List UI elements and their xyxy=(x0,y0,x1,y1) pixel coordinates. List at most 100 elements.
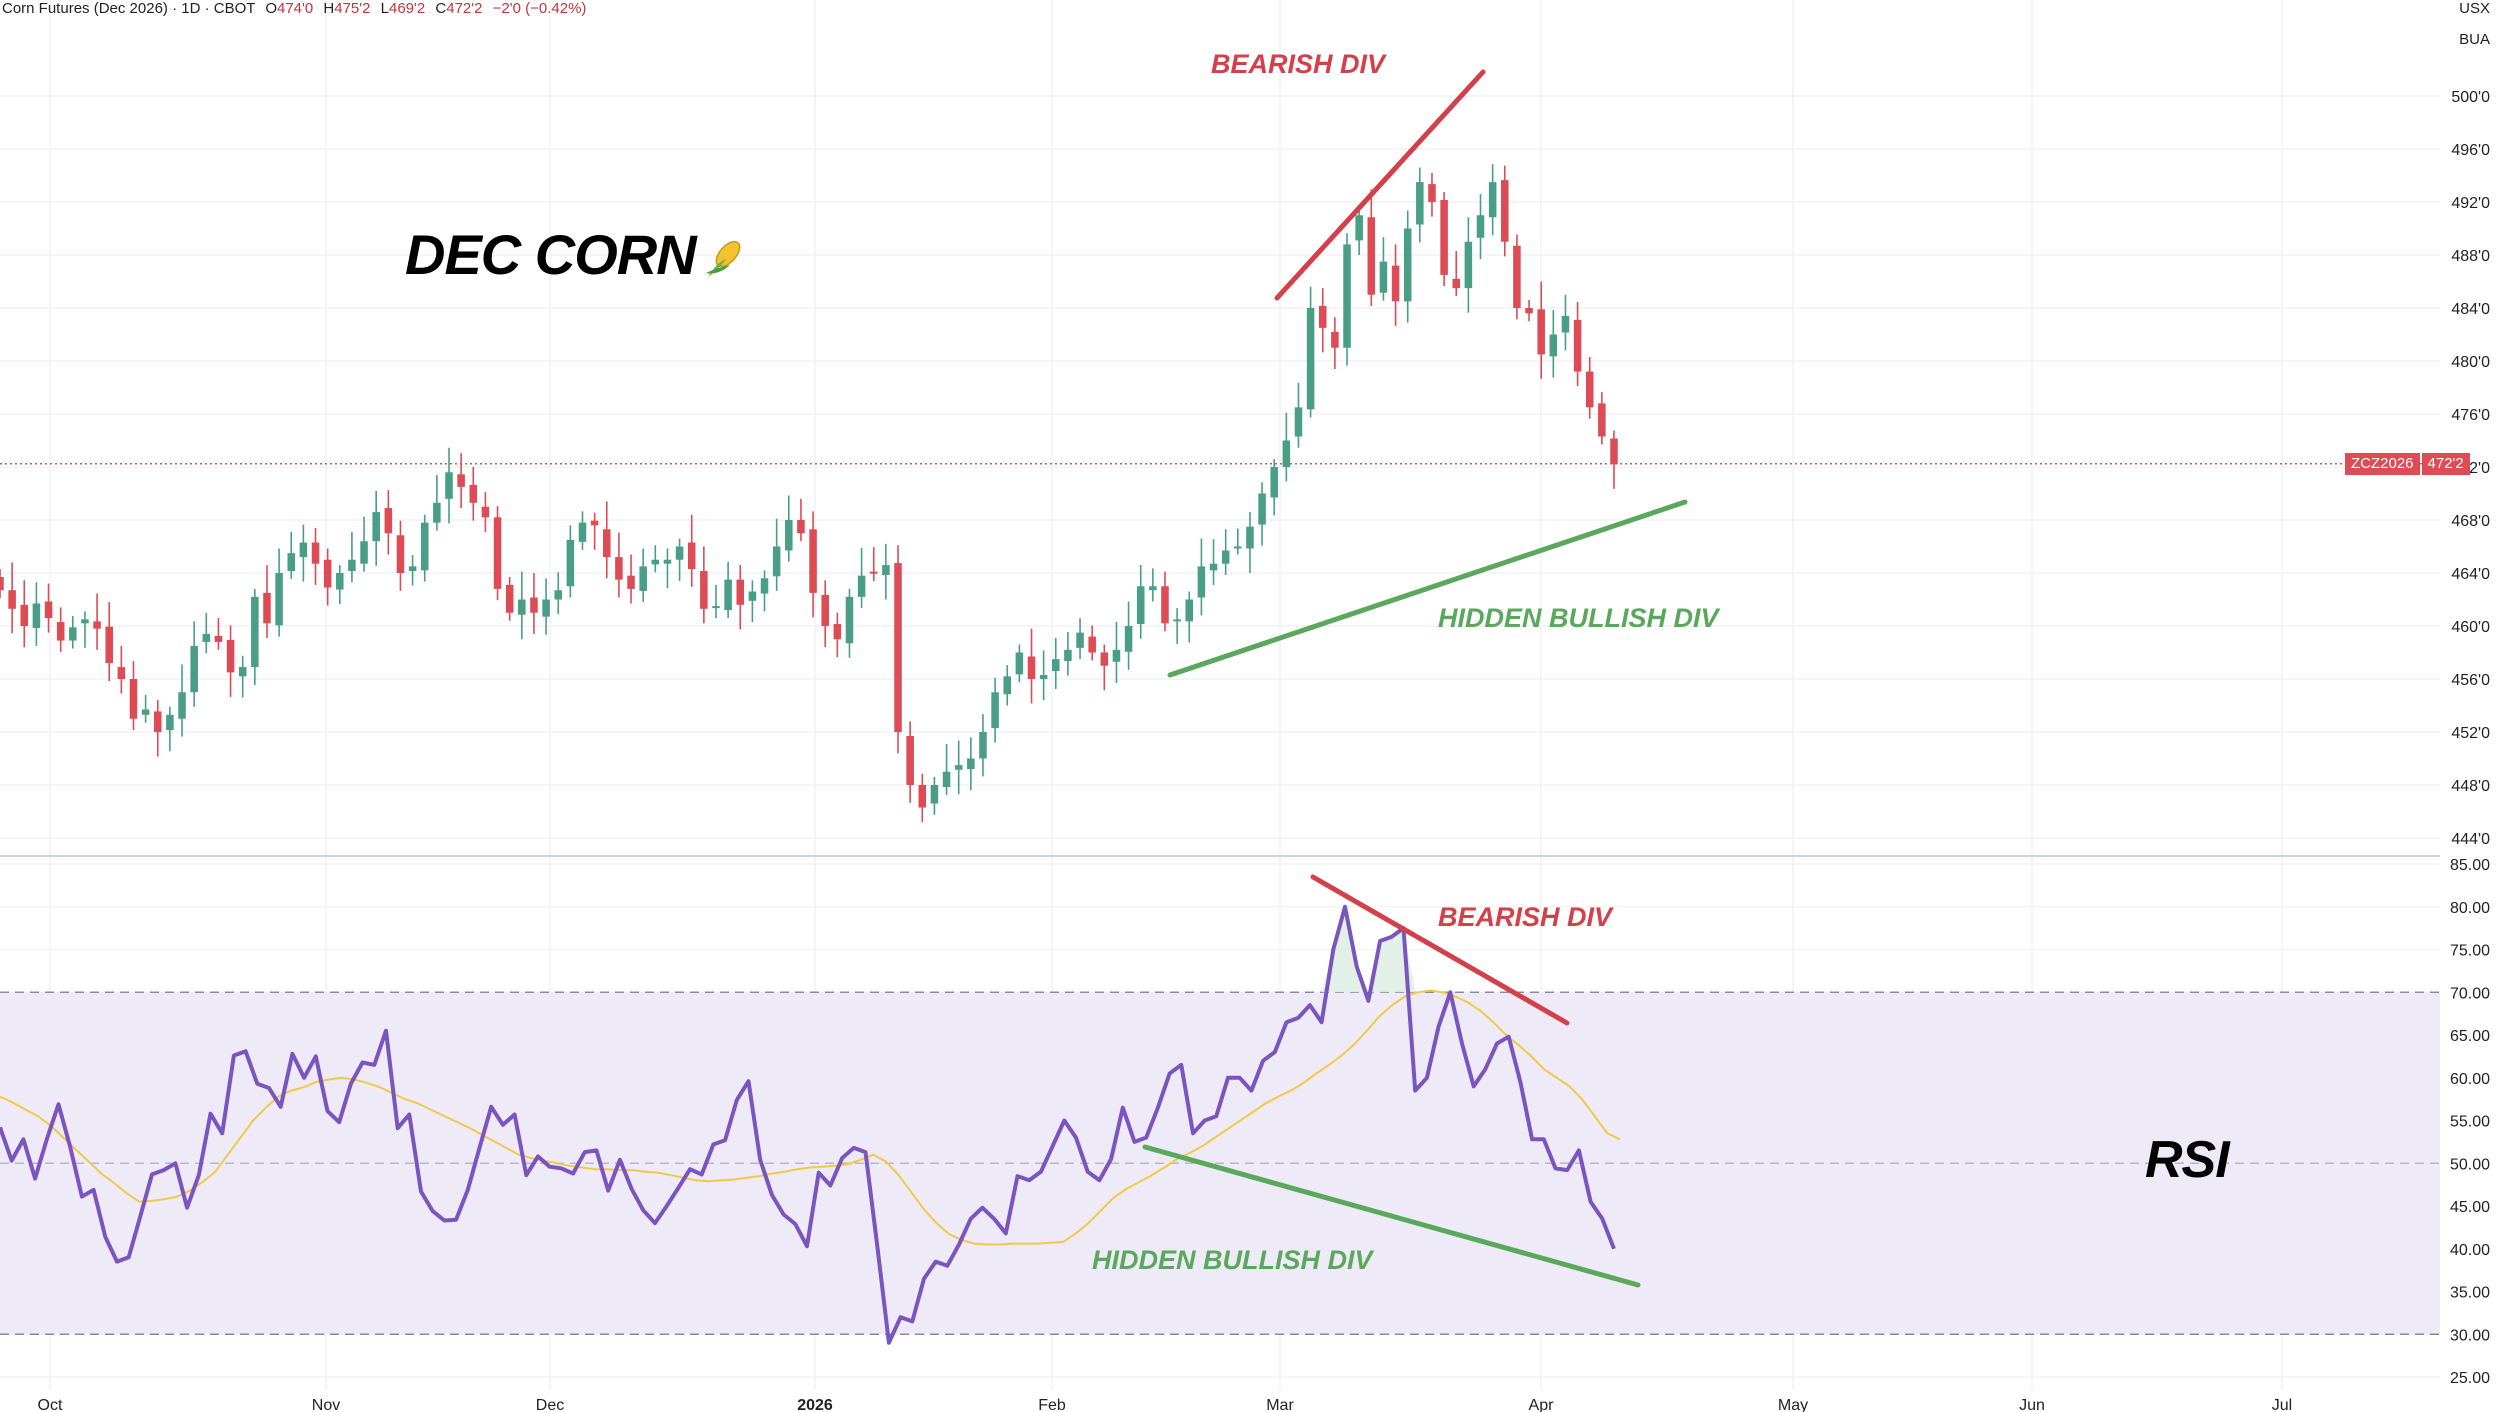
candle-body xyxy=(323,559,332,588)
rsi-tick-label: 65.00 xyxy=(2450,1028,2490,1045)
candle-body xyxy=(700,571,708,609)
candle-body xyxy=(56,622,65,641)
price-bearish-div-label: BEARISH DIV xyxy=(1211,49,1386,79)
candle-body xyxy=(69,627,77,641)
rsi-tick-label: 50.00 xyxy=(2450,1156,2490,1173)
candle-body xyxy=(1306,308,1315,410)
candle-body xyxy=(1015,652,1024,675)
candle-body xyxy=(493,517,502,589)
candle-body xyxy=(505,584,514,613)
rsi-tick-label: 75.00 xyxy=(2450,943,2490,960)
candle-body xyxy=(81,619,89,624)
candle-body xyxy=(1488,182,1497,218)
rsi-line xyxy=(0,904,1616,1345)
candle-body xyxy=(821,594,829,626)
time-tick-label: Apr xyxy=(1529,1397,1555,1412)
rsi-tick-label: 30.00 xyxy=(2450,1327,2490,1344)
rsi-bearish-div-label: BEARISH DIV xyxy=(1438,902,1613,932)
candle-body xyxy=(1246,526,1254,549)
candle-body xyxy=(1064,649,1072,662)
candle-body xyxy=(408,566,417,572)
price-tick-label: 492'0 xyxy=(2451,195,2490,212)
candle-body xyxy=(845,596,854,644)
price-tick-label: 464'0 xyxy=(2451,566,2490,583)
candle-body xyxy=(882,565,890,575)
candle-body xyxy=(1039,675,1048,679)
candle-body xyxy=(32,603,41,628)
candle-body xyxy=(348,559,356,572)
candle-body xyxy=(1076,632,1084,648)
candle-body xyxy=(1598,403,1606,437)
rsi-tick-label: 85.00 xyxy=(2450,857,2490,874)
rsi-tick-label: 60.00 xyxy=(2450,1071,2490,1088)
candle-body xyxy=(1209,563,1218,571)
candle-body xyxy=(627,575,635,589)
candle-body xyxy=(178,692,186,719)
candle-body xyxy=(1234,546,1242,549)
candle-body xyxy=(1610,438,1618,465)
price-tick-label: 476'0 xyxy=(2451,407,2490,424)
price-tick-label: 496'0 xyxy=(2451,142,2490,159)
candle-body xyxy=(372,512,380,542)
open-label: O xyxy=(265,0,277,17)
candle-body xyxy=(1440,200,1448,275)
candle-body xyxy=(1476,215,1485,238)
rsi-tick-label: 70.00 xyxy=(2450,985,2490,1002)
rsi-tick-label: 55.00 xyxy=(2450,1114,2490,1131)
candle-body xyxy=(1282,440,1291,467)
corn-icon xyxy=(705,241,741,278)
rsi-ma-line xyxy=(0,989,1621,1246)
candle-body xyxy=(894,563,902,732)
candle-body xyxy=(554,590,562,600)
candle-body xyxy=(190,645,198,693)
change-value: −2'0 (−0.42%) xyxy=(492,0,587,17)
close-label: C xyxy=(435,0,447,17)
rsi-bearish-trendline xyxy=(1310,874,1570,1026)
low-label: L xyxy=(380,0,389,17)
candle-body xyxy=(1452,278,1461,289)
time-tick-label: 2026 xyxy=(797,1397,833,1412)
candle-body xyxy=(384,508,393,534)
candle-body xyxy=(469,484,478,503)
rsi-tick-label: 35.00 xyxy=(2450,1285,2490,1302)
candle-body xyxy=(857,575,866,597)
rsi-axis: 25.00 30.00 35.00 40.00 45.00 50.00 55.00 60.00… xyxy=(2450,857,2490,1387)
rsi-bullish-trendline xyxy=(1142,1144,1641,1288)
candle-body xyxy=(93,621,101,629)
candle-body xyxy=(942,771,951,787)
candle-body xyxy=(1173,619,1181,622)
candle-body xyxy=(1161,586,1169,624)
candle-body xyxy=(736,579,745,605)
candle-body xyxy=(1391,265,1400,302)
low-value: 469'2 xyxy=(388,0,426,17)
candle-body xyxy=(141,709,150,715)
symbol-title: Corn Futures (Dec 2026) · 1D · CBOT xyxy=(2,0,256,17)
candle-body xyxy=(1270,467,1278,498)
candle-body xyxy=(760,578,769,594)
candle-body xyxy=(202,633,211,642)
candle-body xyxy=(1294,407,1303,437)
chart-grid xyxy=(0,0,2440,1390)
candle-body xyxy=(1537,309,1545,355)
candle-body xyxy=(287,553,296,572)
price-tick-label: 444'0 xyxy=(2451,831,2490,848)
candle-body xyxy=(311,542,320,564)
time-tick-label: Jul xyxy=(2272,1397,2292,1412)
candle-body xyxy=(1149,586,1157,591)
time-axis: Oct Nov Dec 2026 Feb Mar Apr May Jun Jul xyxy=(38,1397,2293,1412)
candle-body xyxy=(153,711,162,732)
candle-body xyxy=(1124,626,1133,652)
candle-body xyxy=(1428,184,1436,202)
price-bearish-trendline xyxy=(1274,69,1486,301)
candle-body xyxy=(542,599,550,617)
time-tick-label: Mar xyxy=(1266,1397,1294,1412)
candle-body xyxy=(117,667,126,679)
open-value: 474'0 xyxy=(276,0,314,17)
candle-body xyxy=(797,520,805,534)
candle-body xyxy=(166,714,174,731)
time-tick-label: Nov xyxy=(312,1397,340,1412)
high-label: H xyxy=(323,0,335,17)
candle-body xyxy=(1100,652,1109,666)
candle-body xyxy=(1318,306,1327,328)
